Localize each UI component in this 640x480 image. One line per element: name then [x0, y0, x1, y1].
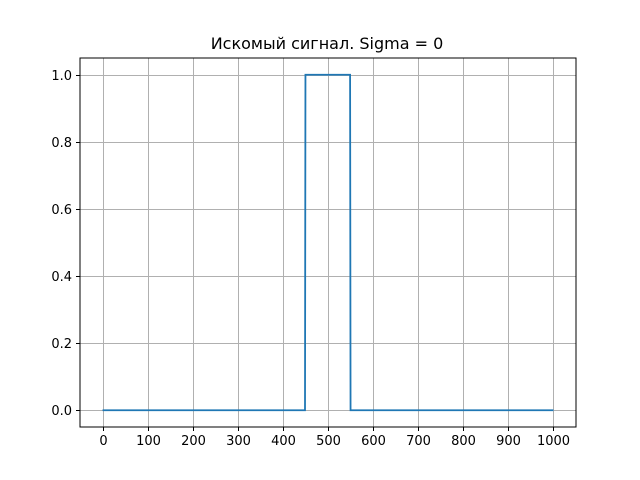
x-tick-label: 700 — [406, 434, 431, 449]
x-tick-label: 800 — [451, 434, 476, 449]
x-axis: 0 100 200 300 400 500 600 700 800 900 1000 — [99, 427, 570, 449]
x-tick-label: 1000 — [537, 434, 570, 449]
x-tick-label: 200 — [181, 434, 206, 449]
x-tick-label: 400 — [271, 434, 296, 449]
y-tick-label: 0.6 — [51, 203, 72, 218]
y-tick-label: 0.2 — [51, 337, 72, 352]
x-tick-label: 300 — [226, 434, 251, 449]
series-layer — [102, 73, 554, 412]
y-tick-label: 1.0 — [51, 69, 72, 84]
x-tick-label: 900 — [496, 434, 521, 449]
x-tick-label: 0 — [99, 434, 107, 449]
y-tick-label: 0.0 — [51, 404, 72, 419]
x-tick-label: 600 — [361, 434, 386, 449]
chart-title: Искомый сигнал. Sigma = 0 — [211, 34, 444, 53]
series-line — [102, 73, 554, 412]
y-axis: 0.0 0.2 0.4 0.6 0.8 1.0 — [51, 69, 80, 419]
x-tick-label: 500 — [316, 434, 341, 449]
y-tick-label: 0.8 — [51, 136, 72, 151]
y-tick-label: 0.4 — [51, 270, 72, 285]
x-tick-label: 100 — [136, 434, 161, 449]
